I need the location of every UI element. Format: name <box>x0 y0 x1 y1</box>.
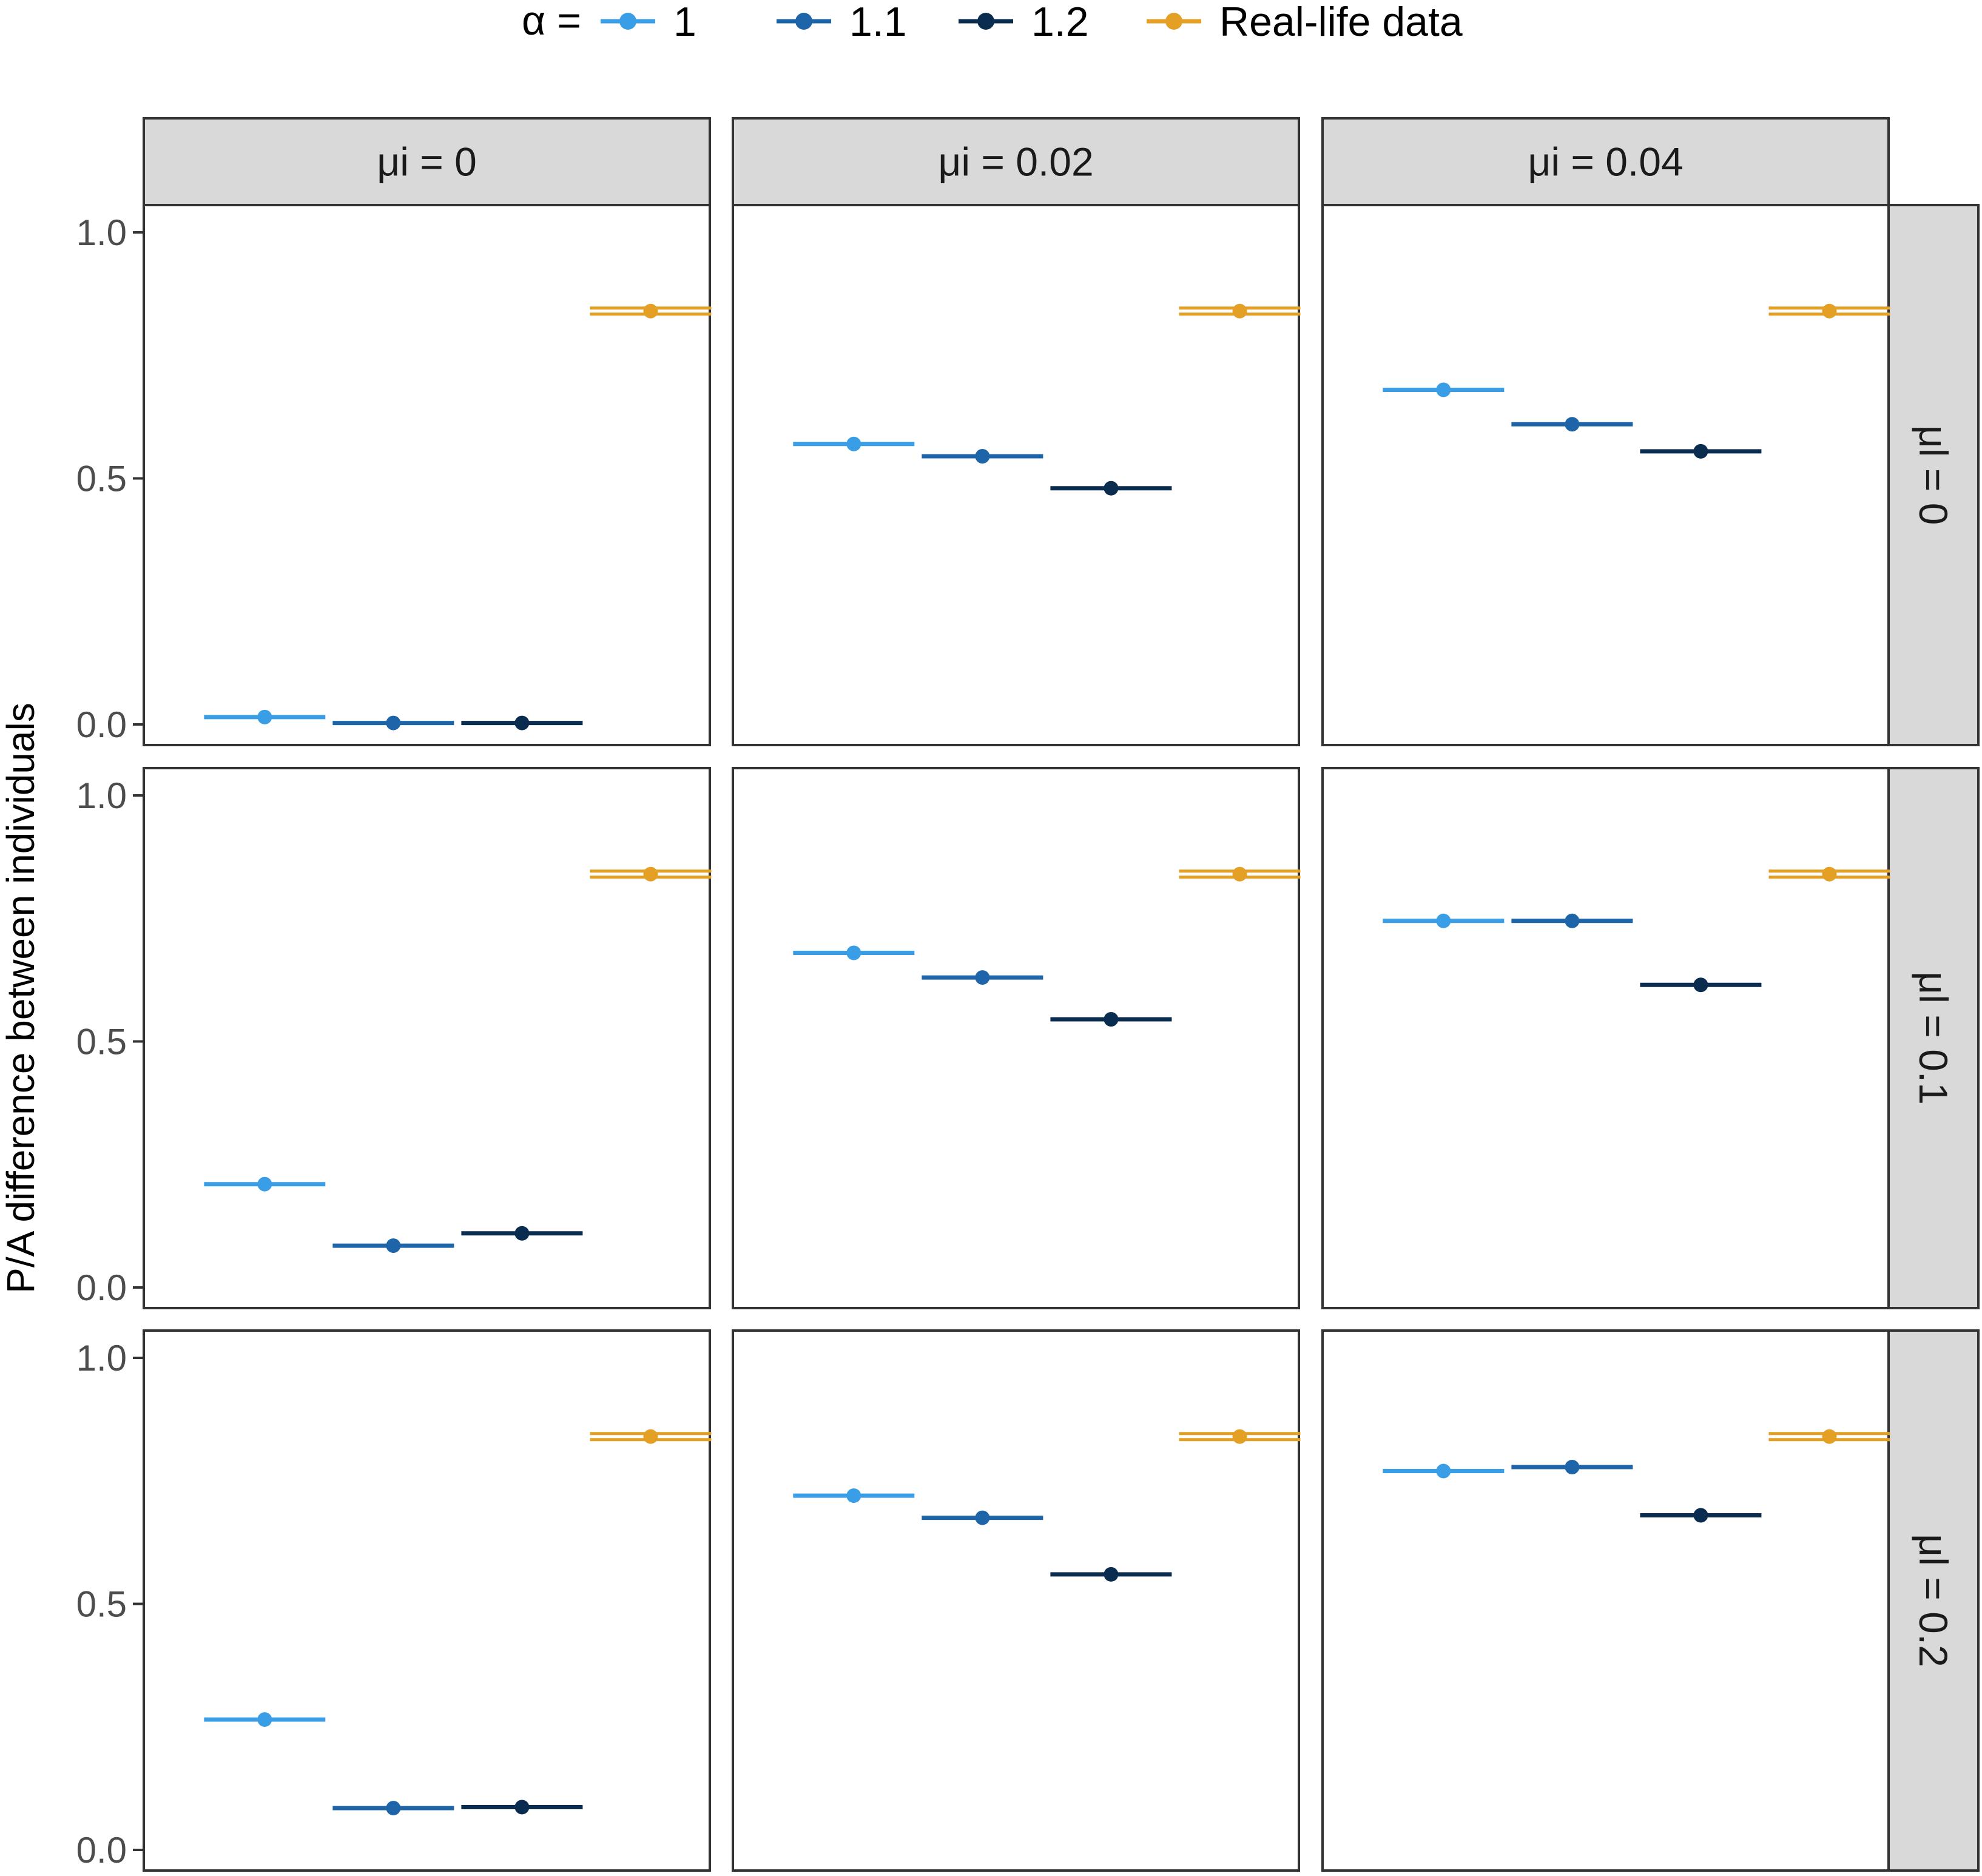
y-tick-label: 0.0 <box>76 1267 127 1308</box>
y-tick-label: 0.0 <box>76 704 127 745</box>
column-strip <box>143 117 711 206</box>
panel <box>732 767 1301 1309</box>
column-strip-label: μi = 0.02 <box>938 140 1093 184</box>
panel-border <box>1321 767 1890 1309</box>
data-point <box>975 1510 990 1525</box>
column-strip <box>1321 117 1890 206</box>
panel-border <box>143 204 711 746</box>
data-point <box>257 1176 272 1192</box>
panel-border <box>143 1329 711 1872</box>
legend-label: 1.2 <box>1031 0 1089 45</box>
panel <box>143 204 712 746</box>
data-point <box>1436 382 1451 397</box>
data-point <box>846 436 861 451</box>
data-point <box>514 715 530 730</box>
data-point <box>1232 866 1247 882</box>
data-point <box>1822 303 1837 319</box>
panel-border <box>732 1329 1300 1872</box>
panel <box>1321 204 1890 746</box>
data-point <box>1436 1463 1451 1479</box>
row-strip-label: μl = 0.2 <box>1911 1534 1956 1667</box>
panel-border <box>1321 204 1890 746</box>
data-point <box>1232 303 1247 319</box>
y-tick-label: 1.0 <box>76 1338 127 1378</box>
panels: μi = 0 μi = 0.02 μi = 0.04 μl = 0 μl = 0.1 μl… <box>76 117 1980 1872</box>
panel-border <box>143 767 711 1309</box>
panel-border <box>732 204 1300 746</box>
y-tick-label: 0.5 <box>76 1584 127 1625</box>
data-point <box>846 1488 861 1503</box>
data-point <box>1104 481 1119 496</box>
panel <box>143 1329 712 1872</box>
legend-key-point <box>795 13 812 30</box>
column-strip-label: μi = 0.04 <box>1528 140 1683 184</box>
panel <box>732 1329 1301 1872</box>
data-point <box>514 1226 530 1241</box>
panel-border <box>1321 1329 1890 1872</box>
data-point <box>386 1238 401 1253</box>
legend-label: Real-life data <box>1219 0 1463 45</box>
data-point <box>643 303 658 319</box>
data-point <box>1104 1567 1119 1582</box>
data-point <box>257 1712 272 1727</box>
data-point <box>643 1429 658 1444</box>
legend-key-point <box>619 13 636 30</box>
panel <box>1321 767 1890 1309</box>
panel <box>1321 1329 1890 1872</box>
data-point <box>1693 444 1708 459</box>
data-point <box>386 715 401 730</box>
panel <box>732 204 1301 746</box>
legend-key-point <box>977 13 994 30</box>
data-point <box>1104 1012 1119 1027</box>
legend-label: 1.1 <box>849 0 907 45</box>
y-tick-label: 0.5 <box>76 459 127 499</box>
y-tick-label: 0.5 <box>76 1022 127 1062</box>
data-point <box>975 449 990 464</box>
row-strip-label: μl = 0 <box>1911 425 1956 525</box>
data-point <box>1822 866 1837 882</box>
panel-border <box>732 767 1300 1309</box>
data-point <box>1436 913 1451 928</box>
data-point <box>1565 1460 1580 1475</box>
row-strip <box>1887 767 1980 1309</box>
legend-key-point <box>1165 13 1182 30</box>
row-strip <box>1887 1329 1980 1872</box>
legend-title: α = <box>522 0 581 44</box>
data-point <box>1822 1429 1837 1444</box>
legend: α = 1 1.1 1.2 Real-life data <box>522 0 1463 45</box>
y-axis-title: P/A difference between individuals <box>0 703 42 1294</box>
data-point <box>1565 417 1580 432</box>
data-point <box>514 1800 530 1815</box>
y-tick-label: 1.0 <box>76 775 127 816</box>
data-point <box>1232 1429 1247 1444</box>
data-point <box>846 945 861 960</box>
column-strip-label: μi = 0 <box>377 140 477 184</box>
legend-label: 1 <box>673 0 696 45</box>
column-strip <box>732 117 1300 206</box>
row-strip-label: μl = 0.1 <box>1911 971 1956 1105</box>
y-tick-label: 0.0 <box>76 1830 127 1871</box>
data-point <box>1693 1508 1708 1523</box>
panel <box>143 767 712 1309</box>
data-point <box>643 866 658 882</box>
data-point <box>1693 977 1708 993</box>
data-point <box>975 970 990 985</box>
data-point <box>386 1801 401 1816</box>
y-tick-label: 1.0 <box>76 212 127 253</box>
data-point <box>257 709 272 724</box>
data-point <box>1565 913 1580 928</box>
